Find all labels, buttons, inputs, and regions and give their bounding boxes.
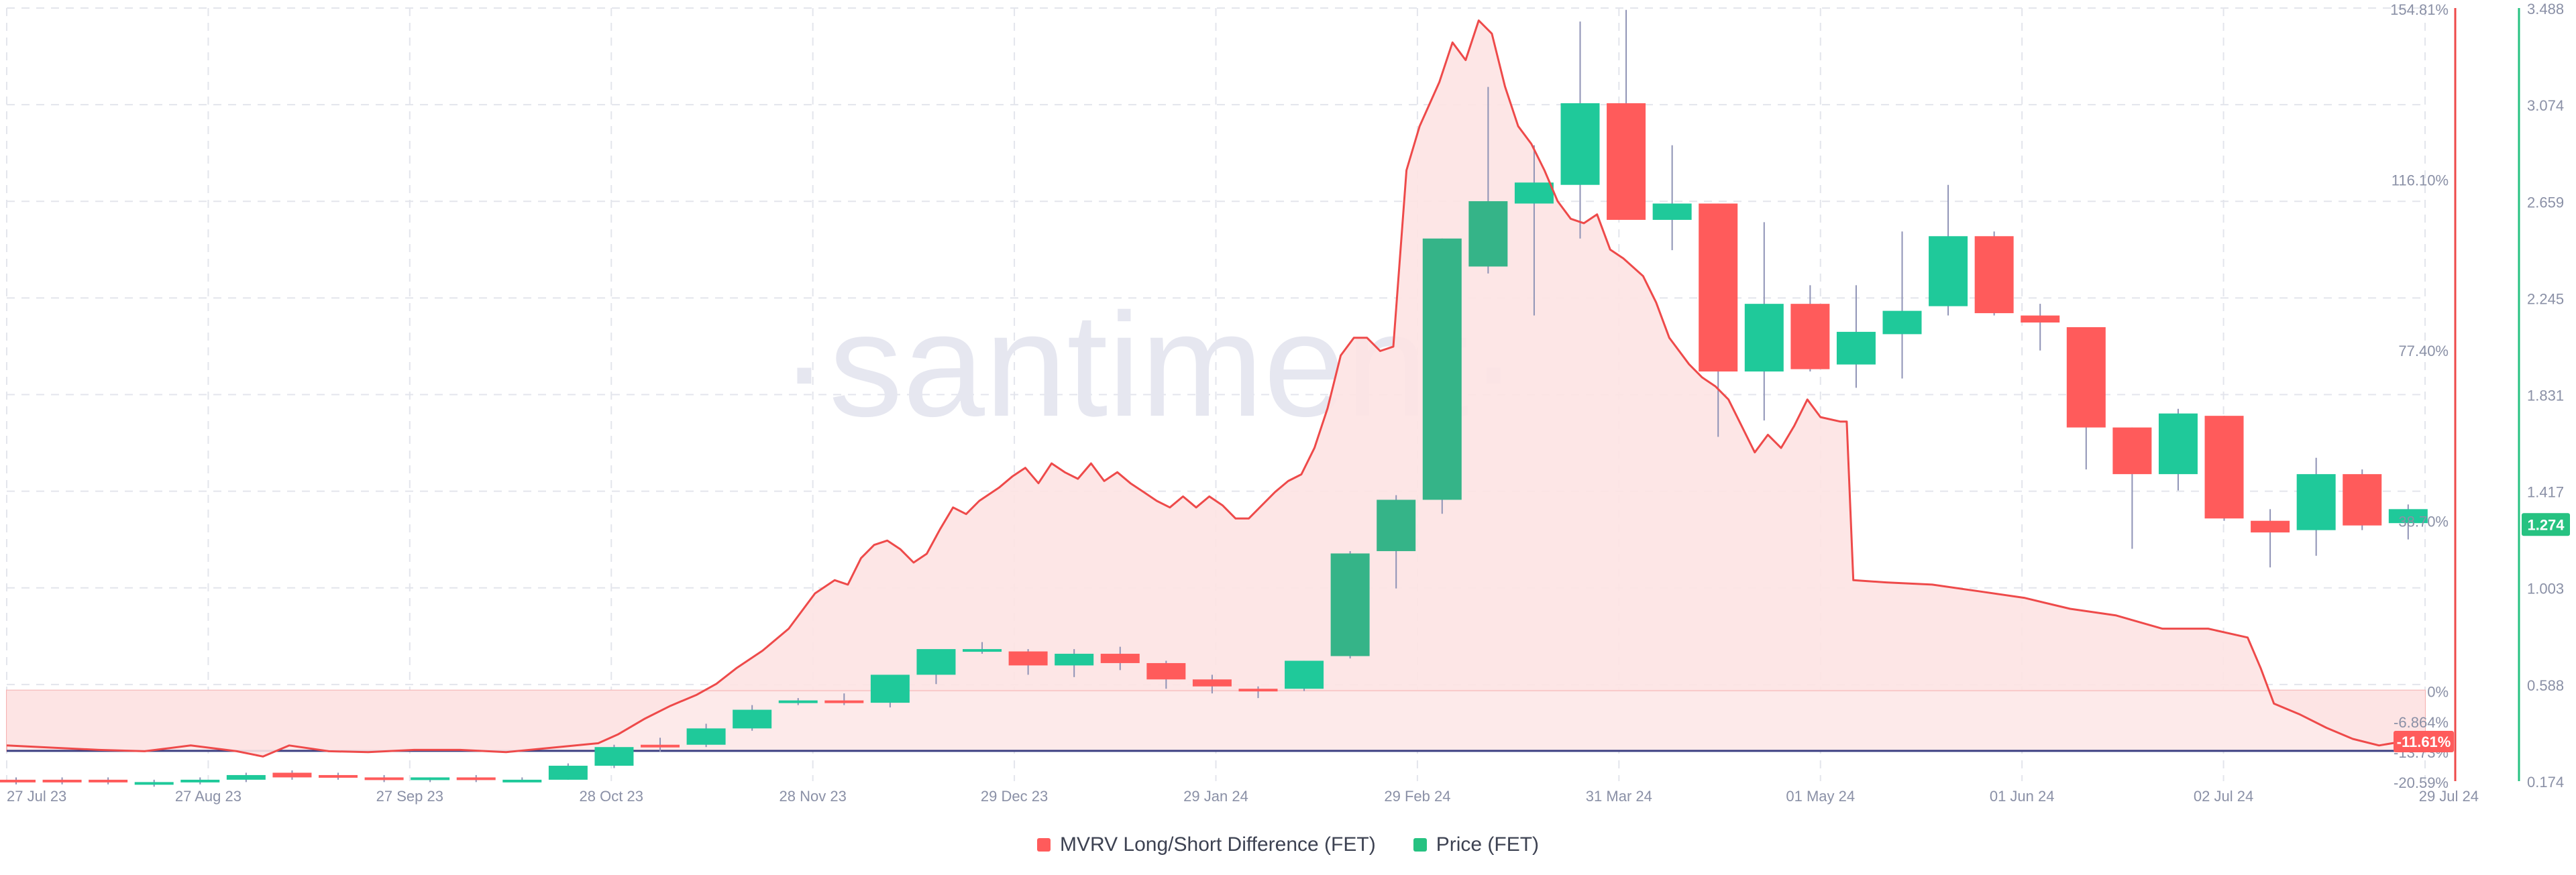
x-tick-label: 29 Feb 24	[1384, 788, 1450, 805]
candle-body	[1560, 103, 1600, 185]
x-tick-label: 01 May 24	[1786, 788, 1855, 805]
price-candles	[0, 9, 2428, 787]
candle-body	[1008, 651, 1048, 666]
price-tick-label: 1.831	[2527, 388, 2564, 404]
mvrv-tick-label: 154.81%	[2390, 1, 2449, 18]
candle-body	[2112, 427, 2152, 475]
candle-body	[870, 675, 910, 703]
x-tick-label: 01 Jun 24	[1990, 788, 2055, 805]
price-tick-label: 0.588	[2527, 677, 2564, 694]
candle-body	[42, 779, 82, 782]
mvrv-tick-label: 77.40%	[2398, 343, 2449, 359]
candle-body	[686, 728, 726, 745]
candle-body	[1468, 201, 1508, 267]
mvrv-tick-label: -20.59%	[2394, 774, 2449, 791]
mvrv-area	[7, 20, 2425, 757]
candle-body	[2204, 416, 2244, 519]
x-tick-label: 29 Jul 24	[2419, 788, 2479, 805]
candle-body	[641, 744, 680, 748]
candle-body	[1514, 182, 1554, 204]
x-tick-label: 27 Jul 23	[7, 788, 66, 805]
legend-swatch-mvrv	[1036, 838, 1051, 852]
candle-body	[2296, 474, 2336, 530]
candle-body	[1330, 553, 1370, 656]
legend-item-mvrv[interactable]: MVRV Long/Short Difference (FET)	[1036, 833, 1376, 856]
candle-body	[502, 779, 542, 782]
price-tick-label: 2.245	[2527, 290, 2564, 307]
candle-body	[2021, 315, 2060, 323]
candle-body	[272, 772, 312, 778]
candle-body	[1699, 203, 1738, 372]
candle-body	[1974, 236, 2014, 314]
candle-body	[548, 766, 588, 780]
x-tick-label: 28 Nov 23	[780, 788, 847, 805]
candle-body	[1285, 660, 1324, 689]
candle-body	[733, 709, 772, 729]
candle-body	[89, 779, 128, 782]
candle-body	[364, 777, 404, 780]
price-tick-label: 3.488	[2527, 1, 2564, 17]
mvrv-tick-label: 0%	[2427, 684, 2449, 701]
price-tick-label: 0.174	[2527, 774, 2564, 791]
candle-body	[1652, 203, 1692, 220]
candle-body	[2158, 413, 2198, 475]
candle-body	[319, 774, 358, 778]
mvrv-tick-label: 38.70%	[2398, 513, 2449, 530]
candle-body	[2343, 474, 2382, 526]
price-tick-label: 1.003	[2527, 581, 2564, 597]
mvrv-line	[6, 19, 2426, 758]
legend-swatch-price	[1413, 838, 1427, 852]
mvrv-current-badge	[2394, 730, 2454, 752]
x-tick-label: 29 Jan 24	[1183, 788, 1248, 805]
candle-body	[1100, 654, 1140, 663]
x-tick-label: 02 Jul 24	[2194, 788, 2253, 805]
x-tick-label: 27 Aug 23	[175, 788, 241, 805]
mvrv-tick-label: -6.864%	[2394, 714, 2449, 731]
candle-body	[2388, 509, 2428, 524]
candle-body	[916, 649, 956, 675]
candle-body	[963, 649, 1002, 652]
candle-body	[1192, 679, 1232, 687]
legend: MVRV Long/Short Difference (FET) Price (…	[0, 828, 2576, 862]
price-current-badge	[2522, 513, 2570, 536]
candle-body	[1790, 304, 1830, 369]
x-tick-label: 31 Mar 24	[1586, 788, 1652, 805]
candle-body	[1146, 662, 1186, 680]
x-tick-label: 28 Oct 23	[580, 788, 643, 805]
candle-body	[1607, 103, 1646, 220]
candle-body	[411, 777, 450, 780]
candle-body	[1929, 236, 1968, 306]
mvrv-tick-label: 116.10%	[2392, 172, 2449, 188]
price-tick-label: 1.417	[2527, 484, 2564, 501]
candle-body	[0, 779, 36, 782]
candle-body	[2066, 327, 2106, 428]
candle-body	[1744, 304, 1784, 372]
x-tick-label: 29 Dec 23	[981, 788, 1048, 805]
price-tick-label: 3.074	[2527, 97, 2564, 114]
candle-body	[226, 774, 266, 780]
candle-body	[1882, 310, 1922, 335]
candle-body	[1055, 654, 1094, 666]
candle-body	[1238, 689, 1278, 692]
price-current-label: 1.274	[2527, 516, 2565, 533]
price-tick-label: 2.659	[2527, 194, 2564, 211]
candle-body	[1377, 500, 1416, 551]
candle-body	[1836, 331, 1876, 365]
candle-body	[180, 779, 220, 782]
candle-body	[134, 782, 174, 785]
x-tick-label: 27 Sep 23	[376, 788, 443, 805]
candle-body	[824, 700, 864, 703]
candle-body	[594, 747, 634, 766]
legend-label-price: Price (FET)	[1436, 833, 1540, 856]
candle-body	[778, 700, 818, 703]
legend-label-mvrv: MVRV Long/Short Difference (FET)	[1059, 833, 1376, 856]
mvrv-current-label: -11.61%	[2397, 734, 2451, 750]
candle-body	[2251, 520, 2290, 533]
legend-item-price[interactable]: Price (FET)	[1413, 833, 1539, 856]
candle-body	[456, 777, 496, 780]
candle-body	[1422, 238, 1462, 500]
